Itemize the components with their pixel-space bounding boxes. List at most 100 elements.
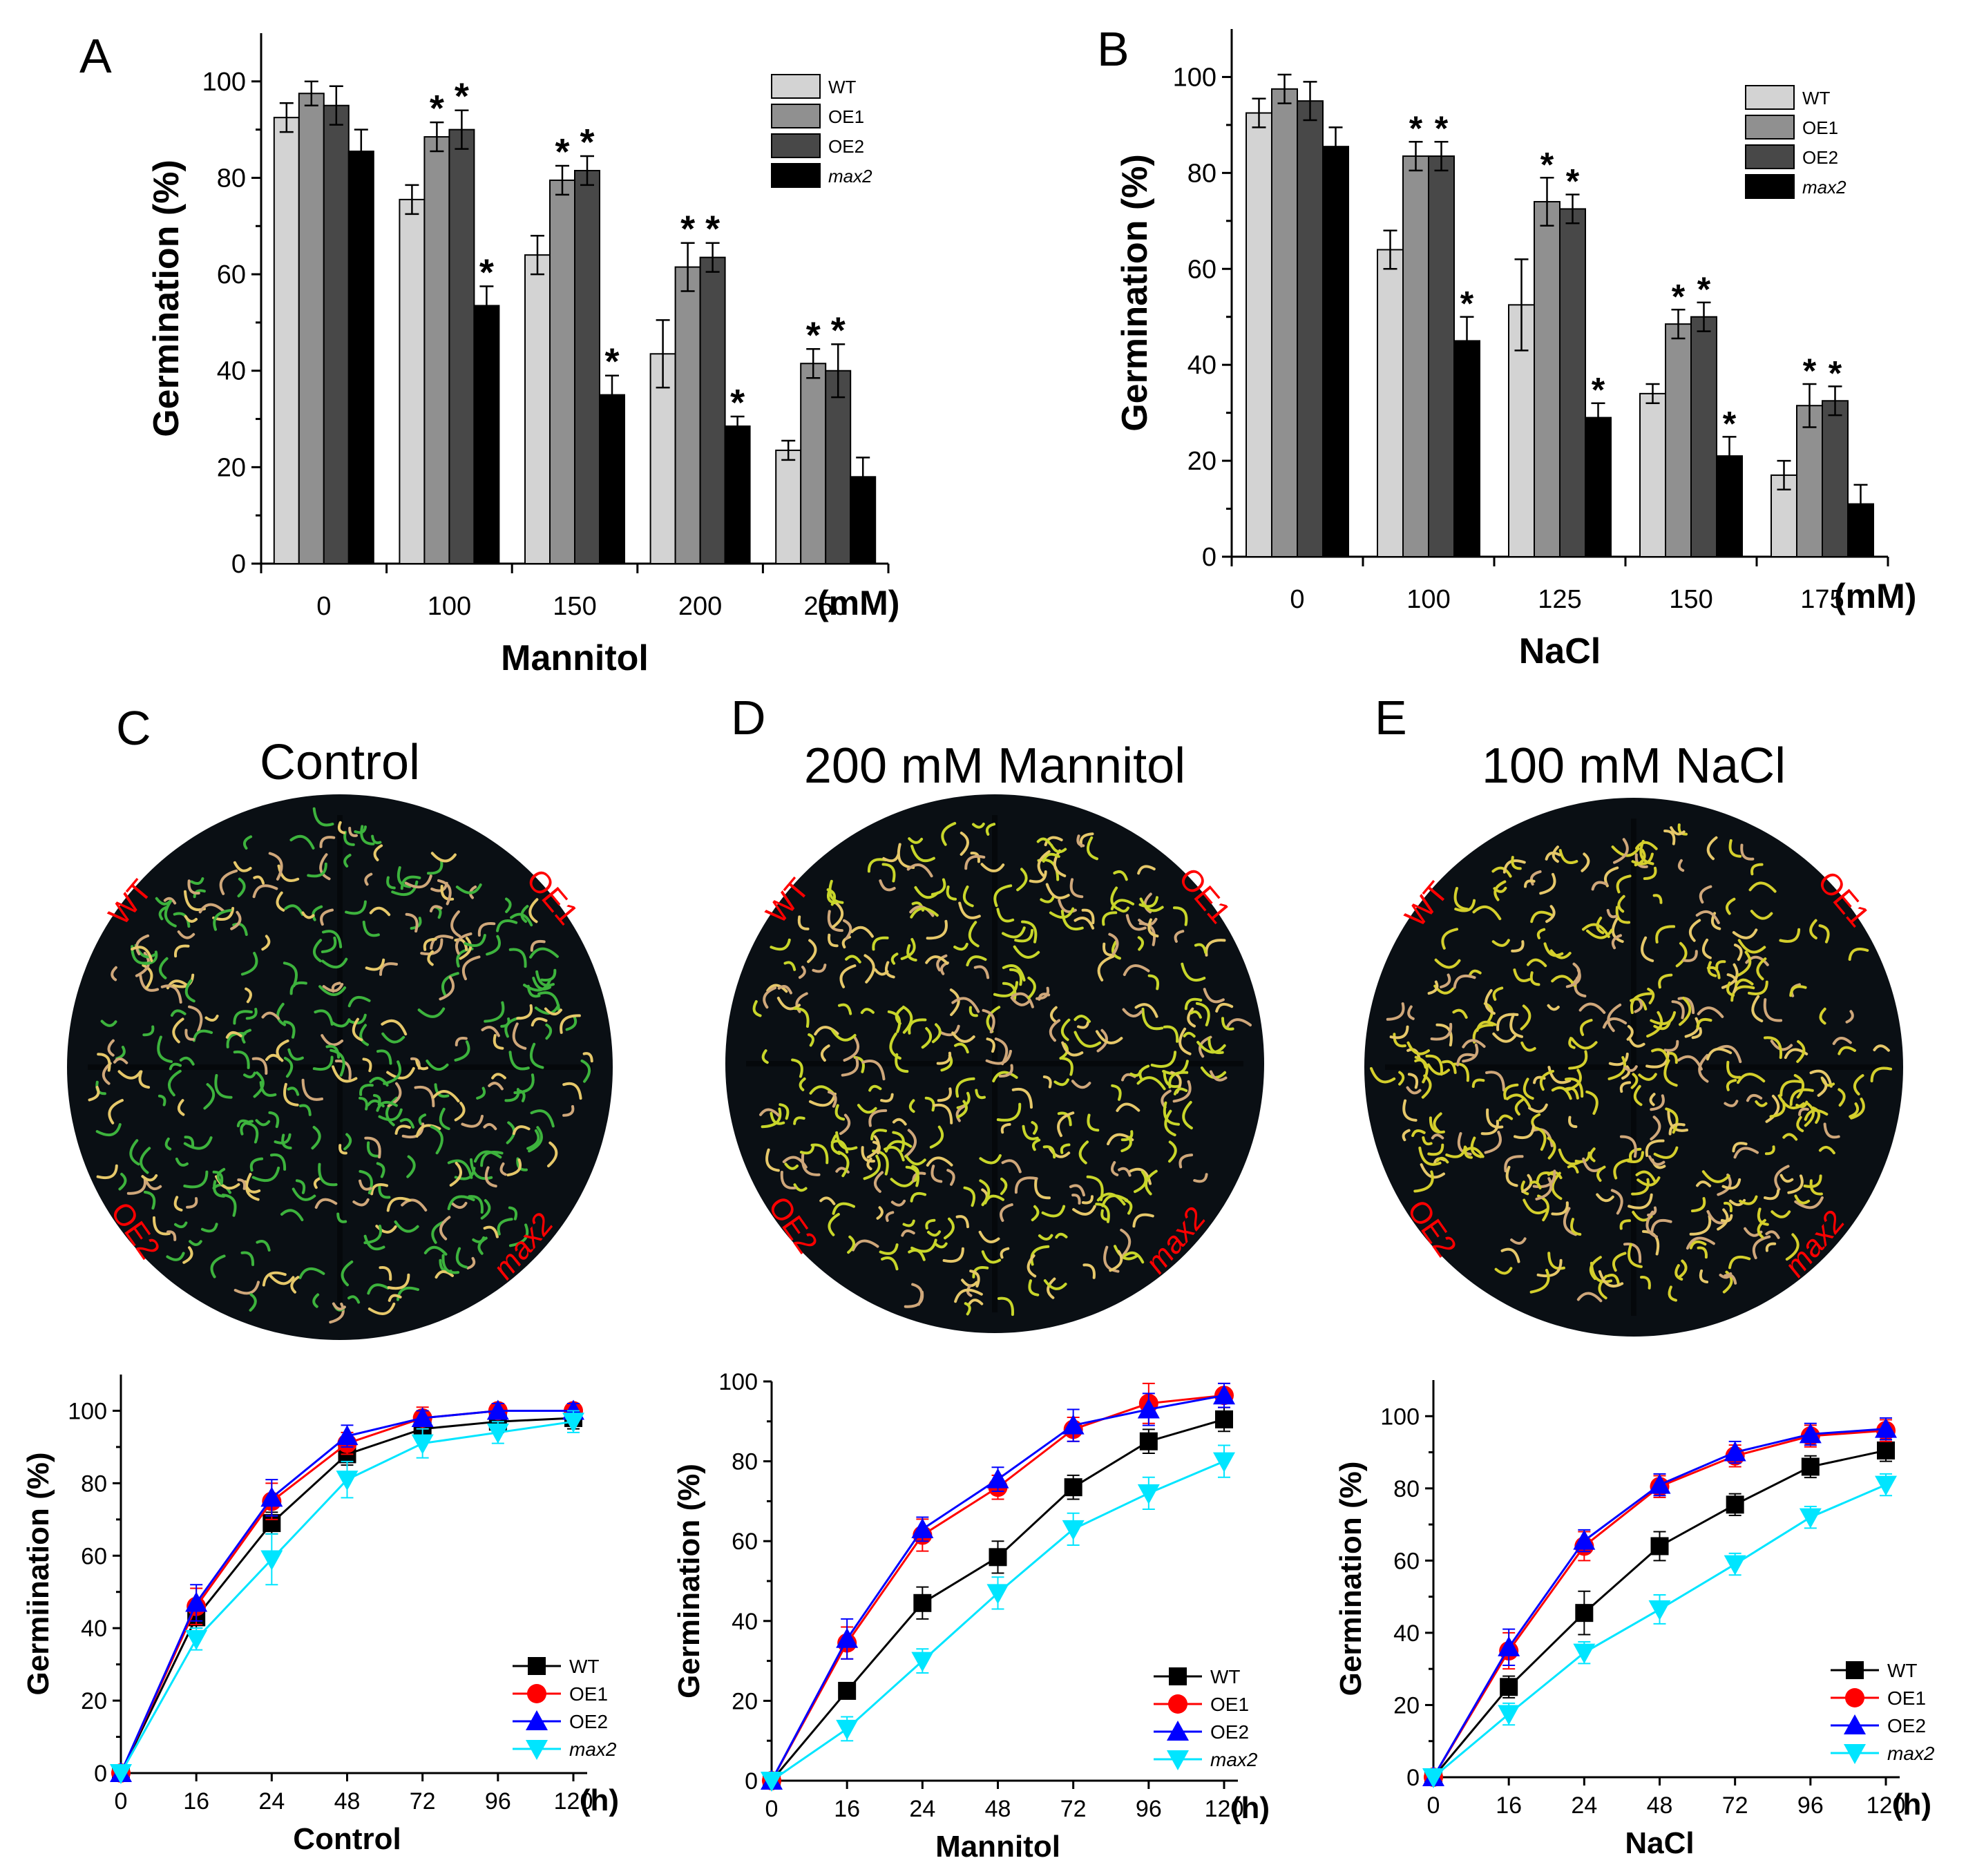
data-point-OE2 xyxy=(1137,1398,1160,1419)
seedling xyxy=(1677,823,1688,836)
seedling xyxy=(1777,1094,1806,1110)
x-axis-unit: (h) xyxy=(1893,1788,1931,1821)
data-point-OE2 xyxy=(1648,1473,1671,1494)
seedling xyxy=(993,981,1019,997)
seedling xyxy=(911,1165,919,1182)
seedling xyxy=(440,885,455,901)
seedling xyxy=(1001,1159,1022,1174)
seedling xyxy=(1732,928,1758,939)
seedling xyxy=(1137,936,1145,951)
seedling xyxy=(1706,966,1721,979)
seedling xyxy=(1755,1100,1768,1107)
seedling xyxy=(268,1111,280,1129)
legend-marker-WT xyxy=(1169,1667,1187,1685)
seedling xyxy=(430,852,457,863)
seedling xyxy=(251,1167,280,1183)
data-point-WT xyxy=(1650,1537,1669,1556)
seedling xyxy=(910,1191,927,1203)
seedling xyxy=(508,948,527,968)
seedling xyxy=(200,1223,218,1233)
seedling xyxy=(1539,1069,1554,1091)
seedling xyxy=(1453,887,1469,911)
seedling xyxy=(994,1037,1009,1066)
seedling xyxy=(455,883,482,894)
panel-b-bar-chart: 0 20 40 60 80 100 0 100 * * * 125 * * * 150 * * * 175 * * Germ… xyxy=(1097,22,1916,671)
seedling xyxy=(872,936,889,951)
seedling xyxy=(1585,1090,1598,1115)
seedling xyxy=(283,1082,299,1107)
seedling xyxy=(904,1155,926,1166)
legend-label-WT: WT xyxy=(569,1656,600,1677)
seedling xyxy=(986,1037,995,1053)
seedling xyxy=(177,1099,185,1116)
seedling xyxy=(770,938,791,951)
seedling xyxy=(281,1133,292,1149)
seedling xyxy=(345,900,367,915)
seedling xyxy=(1034,1178,1051,1200)
seedling xyxy=(362,1057,372,1073)
seedling xyxy=(1690,1197,1706,1213)
seedling xyxy=(1636,1176,1661,1187)
seedling xyxy=(1763,998,1783,1022)
x-tick-label: 125 xyxy=(1538,585,1581,614)
seedling xyxy=(1539,872,1556,895)
seedling xyxy=(998,1064,1013,1078)
legend-marker-max2 xyxy=(1167,1750,1189,1770)
seedling xyxy=(491,1073,506,1080)
x-tick-label: 0 xyxy=(765,1796,779,1822)
seedling xyxy=(1014,1176,1038,1194)
significance-star: * xyxy=(831,309,846,351)
legend-swatch-OE1 xyxy=(771,104,821,128)
seedling xyxy=(423,1245,448,1256)
seedling xyxy=(892,1131,905,1152)
seedling xyxy=(759,1108,780,1117)
seedling xyxy=(850,926,874,938)
panel-d-line-chart: 0 20 40 60 80 100 0 16 24 48 72 96 120(h) Mannitol Ger… xyxy=(672,1369,1270,1864)
seedling xyxy=(1617,894,1625,913)
seedling xyxy=(145,1180,162,1191)
seedling xyxy=(289,834,315,850)
data-point-max2 xyxy=(1573,1643,1596,1664)
seedling xyxy=(298,1267,325,1279)
seedling xyxy=(901,1229,915,1237)
seedling xyxy=(843,1036,859,1062)
significance-star: * xyxy=(1435,109,1449,148)
data-point-max2 xyxy=(1875,1475,1897,1496)
y-tick-label: 20 xyxy=(1187,447,1216,476)
seedling xyxy=(565,1015,578,1031)
bar-max2 xyxy=(347,151,374,564)
seedling xyxy=(826,888,837,905)
seedling xyxy=(352,1198,370,1207)
seedling xyxy=(1531,1128,1554,1147)
seedling xyxy=(259,1081,277,1097)
data-point-WT xyxy=(1575,1604,1594,1623)
seedling xyxy=(1543,942,1564,957)
bar-OE2 xyxy=(1690,316,1717,557)
seedling xyxy=(378,1108,403,1122)
seedling xyxy=(1037,850,1051,878)
seedling xyxy=(164,1137,172,1151)
seedling xyxy=(992,1071,1018,1082)
seedling xyxy=(793,1116,805,1125)
data-point-OE2 xyxy=(185,1591,208,1612)
seedling xyxy=(493,1034,504,1050)
seedling xyxy=(1745,955,1769,966)
y-tick-label: 20 xyxy=(1393,1692,1420,1719)
seedling xyxy=(410,917,422,930)
seedling xyxy=(1670,826,1686,836)
seedling xyxy=(1558,1148,1583,1166)
seedling xyxy=(1406,1086,1422,1095)
seedling xyxy=(270,1153,287,1171)
seedling xyxy=(841,1057,859,1077)
seedling xyxy=(1529,1180,1542,1189)
seedling xyxy=(1804,1102,1815,1127)
seedling xyxy=(752,1000,762,1017)
seedling xyxy=(835,1131,858,1151)
seedling xyxy=(1425,1054,1443,1076)
seedling xyxy=(379,1265,392,1281)
x-tick-label: 100 xyxy=(1406,585,1450,614)
seedling xyxy=(766,984,788,993)
seedling xyxy=(1663,829,1676,845)
data-point-WT xyxy=(1139,1432,1158,1451)
seedling xyxy=(1420,1163,1445,1179)
